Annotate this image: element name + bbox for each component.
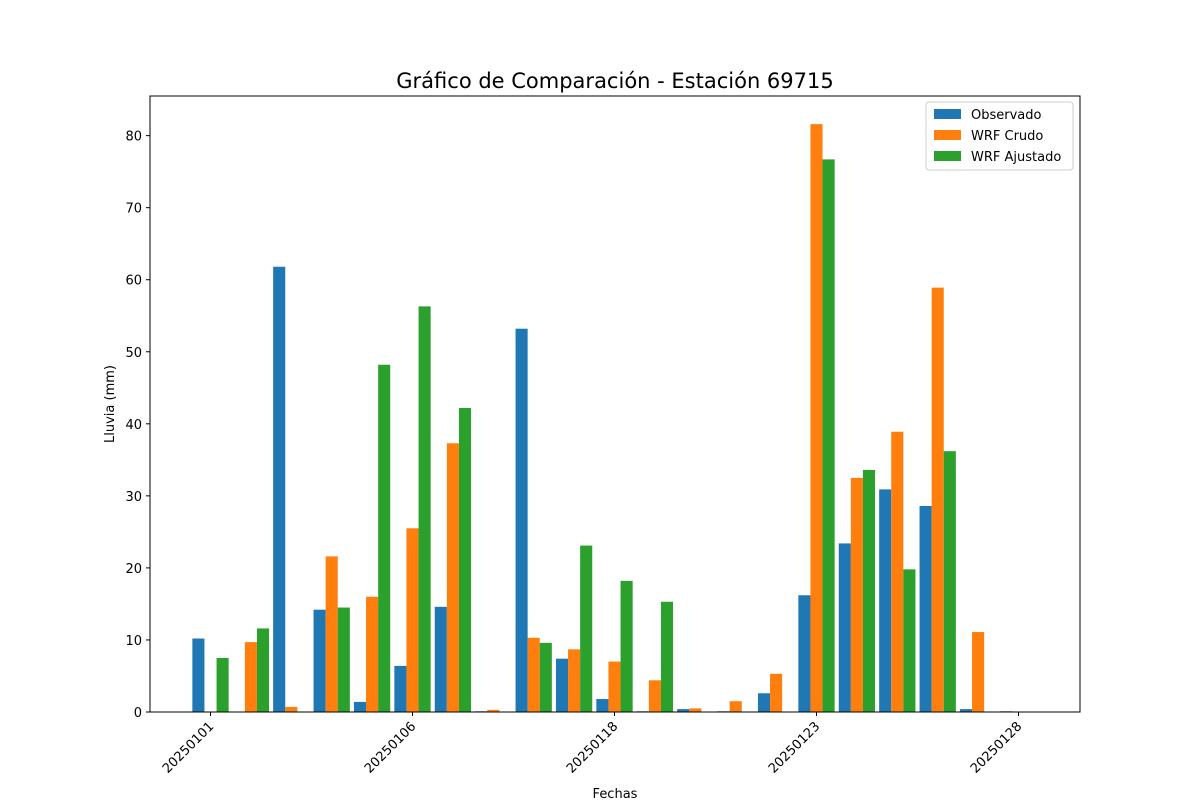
bar-wrf-crudo — [406, 528, 419, 712]
bar-wrf-crudo — [527, 637, 540, 712]
bar-observado — [313, 609, 326, 712]
bar-wrf-crudo — [931, 287, 944, 712]
y-tick-label: 0 — [134, 706, 142, 721]
bar-wrf-ajustado — [216, 657, 229, 712]
bar-observado — [273, 266, 286, 712]
legend-swatch-wrf-ajustado — [934, 151, 961, 161]
bar-wrf-crudo — [608, 661, 621, 712]
bar-wrf-crudo — [487, 709, 500, 712]
bar-wrf-ajustado — [660, 601, 674, 712]
bar-wrf-crudo — [244, 642, 257, 712]
bar-wrf-crudo — [850, 477, 863, 712]
y-axis: 0 10 20 30 40 50 60 70 80 — [125, 130, 150, 721]
y-tick-label: 70 — [125, 202, 142, 217]
bar-observado — [555, 658, 569, 712]
bar-wrf-ajustado — [378, 364, 391, 712]
x-tick-label: 20250101 — [160, 719, 217, 776]
bar-wrf-crudo — [285, 706, 298, 712]
bar-wrf-crudo — [729, 701, 742, 712]
chart-title: Gráfico de Comparación - Estación 69715 — [396, 69, 833, 93]
bar-observado — [959, 709, 973, 712]
bar-wrf-crudo — [446, 443, 459, 712]
bar-wrf-crudo — [325, 556, 338, 712]
bar-wrf-ajustado — [620, 580, 633, 712]
y-tick-label: 50 — [125, 346, 142, 361]
bar-wrf-ajustado — [539, 642, 552, 712]
bar-wrf-crudo — [366, 596, 379, 712]
y-tick-label: 10 — [125, 634, 142, 649]
bar-observado — [677, 709, 690, 712]
x-axis-label: Fechas — [593, 787, 638, 800]
bar-wrf-crudo — [891, 431, 904, 712]
y-tick-label: 40 — [125, 418, 142, 433]
bars-layer — [192, 124, 1013, 713]
bar-observado — [434, 606, 447, 712]
legend-box — [925, 101, 1074, 171]
bar-wrf-crudo — [770, 673, 783, 712]
bar-wrf-ajustado — [903, 569, 916, 712]
bar-observado — [838, 543, 851, 712]
y-tick-label: 30 — [125, 490, 142, 505]
x-tick-label: 20250128 — [968, 719, 1025, 776]
y-tick-label: 60 — [125, 274, 142, 289]
legend: Observado WRF Crudo WRF Ajustado — [925, 101, 1074, 171]
legend-label-observado: Observado — [971, 108, 1042, 123]
x-tick-label: 20250118 — [564, 719, 621, 776]
x-tick-label: 20250123 — [766, 719, 823, 776]
bar-observado — [879, 489, 892, 712]
bar-wrf-ajustado — [337, 607, 350, 712]
bar-observado — [353, 701, 367, 712]
y-tick-label: 20 — [125, 562, 142, 577]
bar-observado — [798, 595, 811, 712]
bar-wrf-ajustado — [822, 159, 835, 712]
legend-label-wrf-ajustado: WRF Ajustado — [971, 150, 1061, 165]
bar-wrf-crudo — [810, 124, 823, 713]
bar-wrf-ajustado — [418, 306, 431, 712]
legend-label-wrf-crudo: WRF Crudo — [971, 129, 1043, 144]
bar-observado — [515, 328, 528, 712]
x-axis: 20250101 20250106 20250118 20250123 20250128 — [160, 712, 1025, 777]
bar-wrf-crudo — [568, 649, 581, 712]
legend-swatch-observado — [934, 109, 961, 119]
y-axis-label: Lluvia (mm) — [103, 365, 118, 443]
bar-wrf-crudo — [972, 632, 985, 712]
bar-observado — [394, 665, 407, 712]
legend-swatch-wrf-crudo — [934, 130, 961, 140]
bar-wrf-crudo — [689, 708, 702, 712]
bar-observado — [919, 505, 932, 712]
bar-wrf-ajustado — [458, 407, 472, 712]
x-tick-label: 20250106 — [362, 719, 419, 776]
bar-wrf-ajustado — [943, 451, 956, 712]
bar-observado — [192, 638, 205, 712]
bar-wrf-ajustado — [256, 628, 270, 712]
y-tick-label: 80 — [125, 130, 142, 145]
bar-wrf-ajustado — [580, 545, 593, 712]
bar-observado — [757, 693, 771, 712]
bar-wrf-ajustado — [862, 469, 876, 712]
bar-wrf-crudo — [648, 680, 661, 712]
bar-observado — [596, 699, 609, 712]
